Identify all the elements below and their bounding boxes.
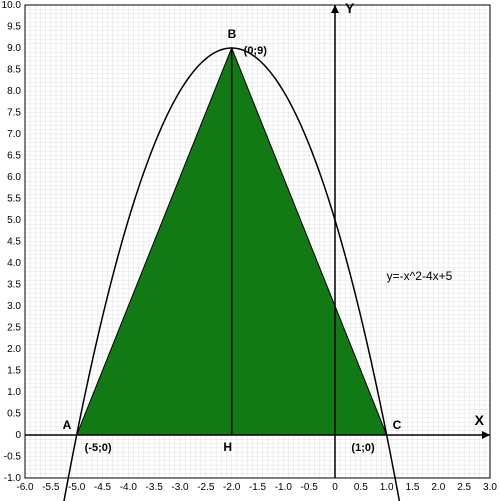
curve-equation-label: y=-x^2-4x+5 <box>387 269 453 283</box>
y-axis-label: Y <box>345 0 355 16</box>
x-tick-label: -4.5 <box>94 482 112 493</box>
y-tick-label: 6.5 <box>7 151 21 162</box>
x-tick-label: 1.5 <box>406 482 420 493</box>
y-tick-label: 8.0 <box>7 86 21 97</box>
x-tick-label: -5.5 <box>42 482 60 493</box>
y-tick-label: 9.0 <box>7 43 21 54</box>
parabola-triangle-chart: -6.0-5.5-5.0-4.5-4.0-3.5-3.0-2.5-2.0-1.5… <box>0 0 500 501</box>
y-tick-label: 5.0 <box>7 215 21 226</box>
x-tick-label: -2.5 <box>197 482 215 493</box>
x-tick-label: -1.0 <box>275 482 293 493</box>
point-label-h: H <box>223 440 232 454</box>
x-tick-label: -5.0 <box>68 482 86 493</box>
x-tick-label: -2.0 <box>223 482 241 493</box>
y-tick-label: 8.5 <box>7 65 21 76</box>
x-tick-label: 3.0 <box>483 482 497 493</box>
y-tick-label: 5.5 <box>7 194 21 205</box>
vertex-coord-c: (1;0) <box>351 442 375 454</box>
x-tick-label: -0.5 <box>301 482 319 493</box>
y-tick-label: 7.0 <box>7 129 21 140</box>
x-tick-label: -3.5 <box>146 482 164 493</box>
y-tick-label: 0 <box>15 430 21 441</box>
y-tick-label: 4.0 <box>7 258 21 269</box>
x-tick-label: 2.5 <box>457 482 471 493</box>
y-tick-label: 3.0 <box>7 301 21 312</box>
y-tick-label: 2.5 <box>7 323 21 334</box>
y-tick-label: 1.5 <box>7 366 21 377</box>
y-tick-label: 4.5 <box>7 237 21 248</box>
x-tick-label: 2.0 <box>431 482 445 493</box>
vertex-label-c: C <box>393 418 402 432</box>
vertex-coord-b: (0;9) <box>244 45 268 57</box>
y-tick-label: 10.0 <box>2 0 22 11</box>
y-tick-label: 2.0 <box>7 344 21 355</box>
y-tick-label: -1.0 <box>4 473 22 484</box>
x-tick-label: -3.0 <box>171 482 189 493</box>
x-tick-label: -1.5 <box>249 482 267 493</box>
vertex-label-a: A <box>63 418 72 432</box>
y-tick-label: 6.0 <box>7 172 21 183</box>
y-tick-label: -0.5 <box>4 452 22 463</box>
x-axis-label: X <box>475 412 485 428</box>
x-tick-label: 0.5 <box>354 482 368 493</box>
y-tick-label: 3.5 <box>7 280 21 291</box>
x-tick-label: 1.0 <box>380 482 394 493</box>
y-tick-label: 0.5 <box>7 409 21 420</box>
x-tick-label: 0 <box>332 482 338 493</box>
vertex-coord-a: (-5;0) <box>85 442 112 454</box>
vertex-label-b: B <box>228 27 237 41</box>
y-tick-label: 9.5 <box>7 22 21 33</box>
y-tick-label: 1.0 <box>7 387 21 398</box>
x-tick-label: -4.0 <box>120 482 138 493</box>
y-tick-label: 7.5 <box>7 108 21 119</box>
